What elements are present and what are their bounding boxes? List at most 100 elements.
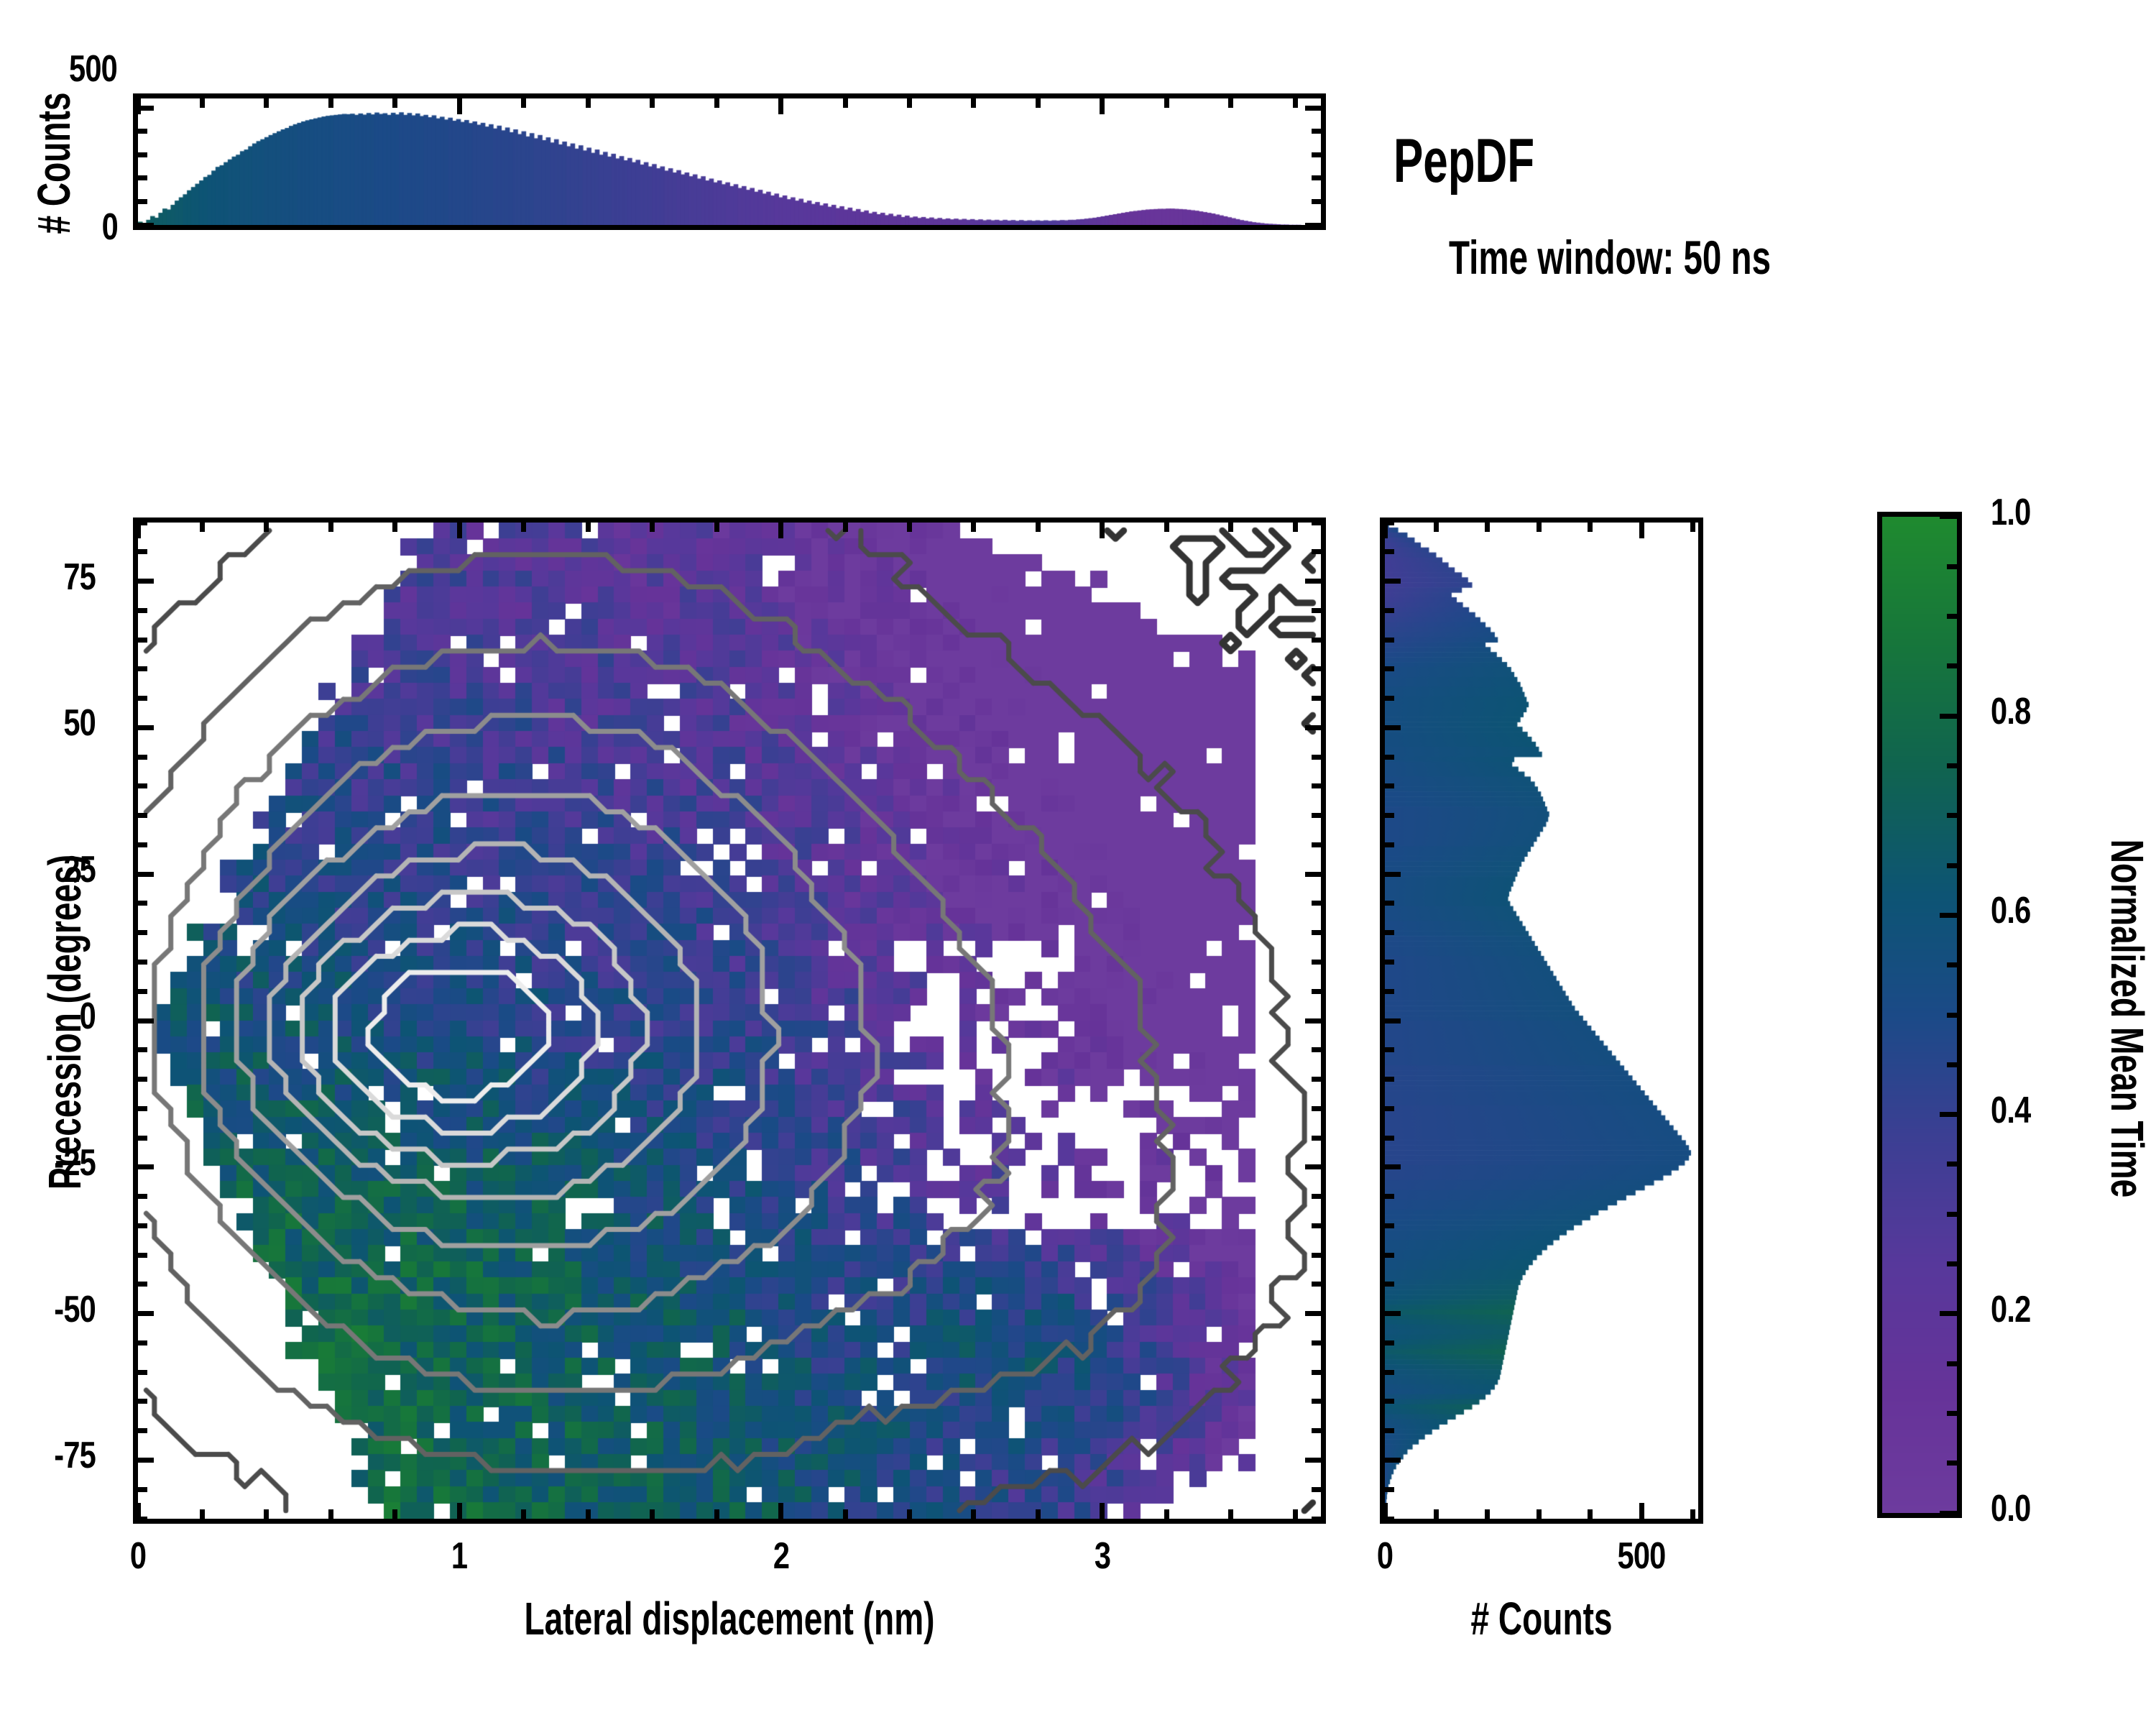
right-ytick [1385,1077,1394,1082]
main-ytick-label-4: 25 [63,849,96,891]
colorbar-tick-label-4: 0.8 [1991,691,2031,733]
right-ytick [1385,549,1394,554]
colorbar-tick [1940,913,1957,918]
top-xtick [328,98,333,108]
main-ytick [138,608,147,613]
main-ytick [138,1458,154,1463]
main-xtick [328,1509,333,1519]
top-yaxis-title: # Counts [28,92,80,234]
main-xtick-top [521,523,526,532]
right-xtick-top [1690,523,1695,532]
main-ytick-right [1305,725,1321,730]
main-xtick-label-1: 1 [451,1535,468,1577]
main-xaxis-title: Lateral displacement (nm) [524,1593,935,1644]
main-xtick [907,1509,912,1519]
right-ytick [1385,1047,1394,1052]
colorbar-tick [1947,1361,1957,1366]
top-ytick-right [1312,175,1321,180]
colorbar-tick [1940,1311,1957,1316]
top-xtick [136,98,141,114]
main-xtick [971,1509,976,1519]
right-ytick [1385,638,1394,643]
colorbar-tick [1947,763,1957,768]
main-ytick [138,579,154,584]
colorbar-tick [1947,962,1957,967]
right-ytick [1385,989,1394,994]
colorbar-tick [1947,1411,1957,1416]
main-ytick [138,1223,147,1228]
right-ytick [1385,666,1394,671]
main-ytick-label-5: 50 [63,702,96,745]
main-xtick-top [843,523,848,532]
top-marginal-histogram-panel [133,93,1326,230]
right-xtick-top [1383,523,1388,538]
main-ytick [138,1399,147,1404]
top-ytick [138,223,154,228]
top-ytick-right [1312,152,1321,157]
colorbar-tick [1940,514,1957,519]
right-ytick [1385,1282,1394,1287]
colorbar-tick [1947,564,1957,569]
colorbar-tick [1947,1261,1957,1266]
right-ytick [1385,1223,1394,1228]
main-ytick-right [1312,960,1321,965]
main-ytick-right [1312,1253,1321,1258]
top-xtick [907,98,912,108]
right-xtick [1588,1509,1593,1519]
main-ytick [138,1164,154,1169]
main-ytick-right [1312,1047,1321,1052]
main-xtick-top [714,523,719,532]
main-ytick-right [1305,872,1321,877]
right-xtick [1537,1509,1542,1519]
main-xtick [586,1509,591,1519]
main-ytick-right [1312,930,1321,935]
right-ytick [1385,1311,1401,1316]
main-xtick-label-3: 3 [1094,1535,1111,1577]
colorbar-tick [1940,1511,1957,1516]
main-ytick-right [1312,549,1321,554]
top-xtick [1036,98,1041,108]
right-ytick [1385,755,1394,760]
main-ytick-label-6: 75 [63,556,96,598]
main-ytick-right [1312,1428,1321,1433]
main-xtick-top [778,523,783,538]
main-ytick [138,813,147,818]
top-ytick-500: 500 [68,48,118,90]
main-heatmap-panel [133,518,1326,1524]
main-ytick [138,1136,147,1141]
main-ytick [138,1018,154,1024]
right-xtick-top [1537,523,1542,532]
main-xtick [650,1509,655,1519]
colorbar-tick-label-2: 0.4 [1991,1089,2031,1131]
main-xtick [1293,1509,1298,1519]
colorbar-tick [1947,1212,1957,1217]
top-xtick [521,98,526,108]
main-xtick-label-2: 2 [773,1535,789,1577]
main-ytick [138,1370,147,1375]
main-ytick [138,1487,147,1492]
main-ytick-right [1312,1399,1321,1404]
main-ytick-right [1312,638,1321,643]
top-xtick [650,98,655,108]
main-ytick [138,1106,147,1111]
colorbar-tick [1947,1062,1957,1067]
main-ytick [138,1311,154,1316]
main-xtick-top [1293,523,1298,532]
right-xtick [1690,1509,1695,1519]
right-ytick [1385,930,1394,935]
main-ytick [138,549,147,554]
main-ytick-right [1312,1282,1321,1287]
top-xtick [714,98,719,108]
main-ytick-right [1312,696,1321,701]
colorbar-tick [1947,1013,1957,1018]
top-xtick [971,98,976,108]
main-ytick [138,725,154,730]
main-xtick-top [264,523,269,532]
colorbar-tick-label-0: 0.0 [1991,1488,2031,1530]
top-xtick [1293,98,1298,108]
main-ytick-right [1312,608,1321,613]
right-ytick [1385,725,1401,730]
right-ytick [1385,1458,1401,1463]
main-xtick [264,1509,269,1519]
right-xtick-top [1639,523,1644,538]
